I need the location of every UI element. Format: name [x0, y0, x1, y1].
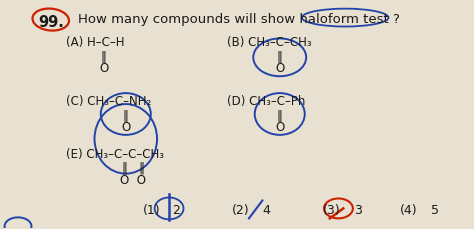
- Text: O: O: [275, 62, 284, 75]
- Text: 4: 4: [263, 204, 270, 216]
- Text: How many compounds will show haloform test ?: How many compounds will show haloform te…: [78, 13, 400, 25]
- Text: (A) H–C–H: (A) H–C–H: [66, 36, 125, 49]
- Text: (3): (3): [323, 204, 341, 216]
- Text: ‖   ‖: ‖ ‖: [122, 161, 145, 174]
- Text: (E) CH₃–C–C–CH₃: (E) CH₃–C–C–CH₃: [66, 147, 164, 160]
- Text: 5: 5: [431, 204, 439, 216]
- Text: 3: 3: [354, 204, 362, 216]
- Text: O: O: [99, 62, 108, 75]
- Text: (2): (2): [232, 204, 249, 216]
- Text: ‖: ‖: [123, 109, 129, 122]
- Text: 99.: 99.: [38, 15, 64, 30]
- Text: ‖: ‖: [277, 50, 283, 63]
- Text: (C) CH₃–C–NH₂: (C) CH₃–C–NH₂: [66, 95, 151, 108]
- Text: O  O: O O: [120, 173, 146, 186]
- Text: (B) CH₃–C–CH₃: (B) CH₃–C–CH₃: [227, 36, 311, 49]
- Text: 2: 2: [172, 204, 180, 216]
- Text: (D) CH₃–C–Ph: (D) CH₃–C–Ph: [227, 95, 305, 108]
- Text: ‖: ‖: [100, 50, 107, 63]
- Text: (1): (1): [143, 204, 161, 216]
- Text: (4): (4): [400, 204, 418, 216]
- Text: O: O: [275, 120, 284, 133]
- Text: O: O: [121, 120, 130, 133]
- Text: ‖: ‖: [277, 109, 283, 122]
